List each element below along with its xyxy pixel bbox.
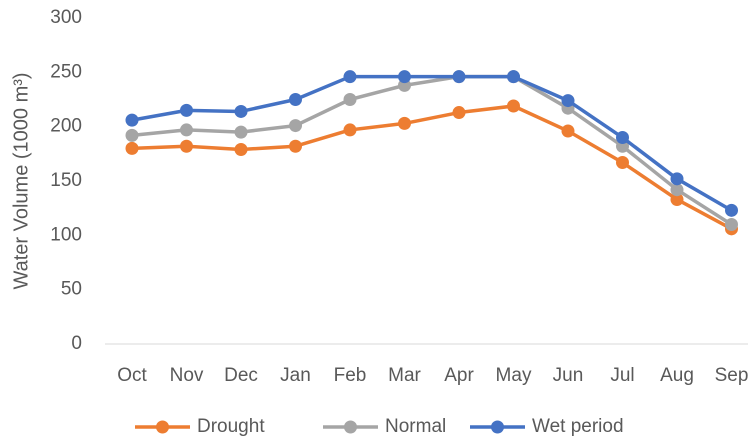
point <box>670 183 684 197</box>
legend-marker <box>491 420 504 434</box>
y-tick-label: 100 <box>50 224 82 245</box>
x-tick-label: Jul <box>610 365 634 386</box>
point <box>180 123 193 137</box>
y-tick-label: 0 <box>71 333 82 354</box>
x-tick-label: Aug <box>660 365 694 386</box>
legend-label: Normal <box>385 416 446 437</box>
point <box>125 128 139 142</box>
point <box>561 124 575 138</box>
point <box>670 172 684 186</box>
point <box>343 70 357 84</box>
point <box>616 156 629 170</box>
point <box>670 192 684 206</box>
x-tick-label: Feb <box>334 365 367 386</box>
x-tick-label: Jun <box>553 365 584 386</box>
y-tick-label: 250 <box>50 61 82 82</box>
point <box>234 142 248 156</box>
series-line <box>131 104 733 231</box>
point <box>398 70 411 84</box>
y-axis-label: Water Volume (1000 m³) <box>10 72 32 289</box>
point <box>725 217 738 231</box>
x-tick-label: Apr <box>444 365 474 386</box>
point <box>616 131 629 145</box>
point <box>507 70 520 84</box>
point <box>343 93 357 106</box>
point <box>289 119 302 133</box>
x-tick-label: Dec <box>224 365 258 386</box>
point <box>234 104 248 118</box>
point <box>180 103 193 117</box>
point <box>289 93 302 106</box>
y-tick-label: 50 <box>61 279 82 300</box>
x-tick-label: Sep <box>715 365 748 386</box>
y-tick-label: 300 <box>50 7 82 28</box>
point <box>125 141 139 155</box>
point <box>125 113 139 127</box>
point <box>725 203 738 217</box>
point <box>343 123 357 137</box>
series-line <box>131 74 733 212</box>
point <box>289 139 302 153</box>
x-tick-label: Mar <box>388 365 421 386</box>
legend-marker <box>344 420 357 434</box>
series-line <box>131 74 733 226</box>
point <box>180 139 193 153</box>
legend-label: Drought <box>197 416 265 437</box>
x-tick-label: Nov <box>170 365 204 386</box>
point <box>398 116 411 130</box>
point <box>507 99 520 113</box>
y-tick-label: 200 <box>50 116 82 137</box>
point <box>452 70 466 84</box>
legend-label: Wet period <box>532 416 624 437</box>
point <box>561 94 575 108</box>
point <box>452 106 466 120</box>
x-tick-label: May <box>496 365 532 386</box>
point <box>234 125 248 139</box>
x-tick-label: Jan <box>280 365 311 386</box>
legend-marker <box>156 420 169 434</box>
x-tick-label: Oct <box>117 365 147 386</box>
y-tick-label: 150 <box>50 170 82 191</box>
